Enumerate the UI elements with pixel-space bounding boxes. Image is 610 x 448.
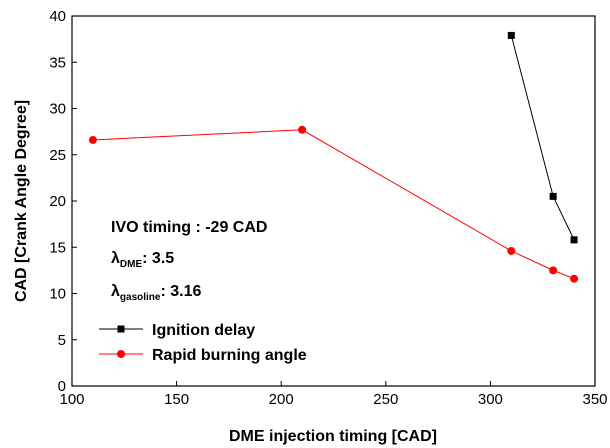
annotation-ivo: IVO timing : -29 CAD [111,219,267,236]
y-tick-label: 10 [49,286,66,303]
y-tick-label: 40 [49,8,66,25]
x-tick-label: 200 [269,391,294,408]
y-tick-label: 15 [49,239,66,256]
lambda-dme-symbol: λ [111,250,120,267]
x-axis-title: DME injection timing [CAD] [229,428,437,445]
y-tick-label: 30 [49,101,66,118]
annotation-lambda-gasoline: λgasoline: 3.16 [111,283,202,303]
annotation-lambda-dme: λDME: 3.5 [111,250,174,270]
lambda-gasoline-symbol: λ [111,283,120,300]
lambda-gasoline-value: : 3.16 [160,283,201,300]
y-axis-title: CAD [Crank Angle Degree] [13,100,30,302]
axis-ticks: 100 150 200 250 300 350 0 5 10 15 20 25 30 35 40 [49,8,607,408]
lambda-dme-subscript: DME [120,259,143,270]
lambda-gasoline-subscript: gasoline [120,292,161,303]
y-tick-label: 5 [58,332,66,349]
y-tick-label: 35 [49,54,66,71]
plot-frame [71,15,596,387]
x-tick-label: 100 [59,391,84,408]
data-point-ignition-delay [507,31,515,39]
y-tick-label: 20 [49,193,66,210]
x-tick-label: 150 [164,391,189,408]
legend: Ignition delay Rapid burning angle [99,322,307,364]
data-point-rapid-burning-angle [298,125,307,134]
series-layer [88,31,579,283]
x-tick-label: 250 [373,391,398,408]
data-point-ignition-delay [549,192,557,200]
y-tick-label: 25 [49,147,66,164]
data-point-rapid-burning-angle [549,266,558,275]
legend-label-rapid-burning-angle: Rapid burning angle [152,347,307,364]
series-line-ignition-delay [510,35,575,241]
legend-marker-ignition-delay [117,325,125,333]
x-tick-label: 350 [582,391,607,408]
legend-marker-rapid-burning-angle [117,350,125,358]
lambda-dme-value: : 3.5 [142,250,174,267]
y-tick-label: 0 [58,378,66,395]
legend-label-ignition-delay: Ignition delay [152,322,255,339]
data-point-rapid-burning-angle [570,274,579,283]
data-point-ignition-delay [570,236,578,244]
data-point-rapid-burning-angle [507,246,516,255]
data-point-rapid-burning-angle [88,135,97,144]
x-tick-label: 300 [478,391,503,408]
